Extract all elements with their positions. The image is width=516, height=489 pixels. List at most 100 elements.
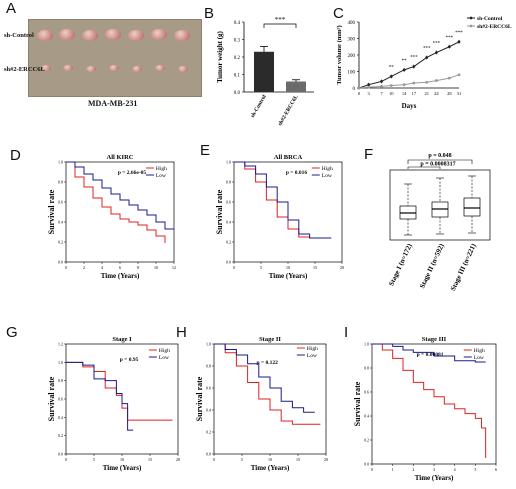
d-y-axis-label: Survival rate <box>47 189 56 234</box>
chart-g-stage1-survival: 0.0 0.2 0.4 0.6 0.8 1.0 1.2 0 5 10 15 20 Time (Years… <box>47 336 180 472</box>
i-y-tick-label: 0.8 <box>364 366 369 371</box>
photo-caption: MDA-MB-231 <box>88 99 138 108</box>
c-legend-label: sh-Control <box>477 16 503 22</box>
f-plot-frame <box>389 169 491 241</box>
g-legend-label: Low <box>159 355 169 361</box>
h-y-tick-label: 0.6 <box>206 386 211 391</box>
f-category-label: Stage I (n=172) <box>387 242 414 287</box>
g-x-tick-label: 0 <box>65 457 67 462</box>
f-p-value-1-3: p = 0.048 <box>428 153 451 159</box>
i-survival-curve <box>372 343 486 363</box>
d-y-tick-label: 0.4 <box>58 220 63 225</box>
f-box <box>463 197 481 217</box>
h-x-tick-label: 15 <box>296 457 300 462</box>
g-x-tick-label: 5 <box>93 457 95 462</box>
e-x-tick-label: 20 <box>340 265 344 270</box>
panel-label-i: I <box>344 324 349 341</box>
c-x-tick-label: 3 <box>368 91 371 96</box>
g-y-tick-label: 1.0 <box>58 360 63 365</box>
b-y-tick-label: 0.0 <box>234 91 241 96</box>
g-y-tick-label: 1.2 <box>58 342 63 347</box>
g-title: Stage I <box>112 336 132 343</box>
c-legend-label: sh#2-ERCC6L <box>477 24 512 30</box>
tumor-photo <box>28 19 202 97</box>
h-survival-curve <box>214 343 321 425</box>
d-y-tick-label: 1.0 <box>58 160 63 165</box>
b-category-label: sh-Control <box>250 94 268 119</box>
panel-label-h: H <box>176 324 187 341</box>
g-x-axis-label: Time (Years) <box>103 464 142 472</box>
b-y-tick-label: 0.4 <box>234 21 241 26</box>
e-y-tick-label: 0.4 <box>226 220 231 225</box>
chart-d-kirc-survival: 0.0 0.2 0.4 0.6 0.8 1.0 0 2 4 6 8 10 12 Time (Years) S… <box>47 154 176 280</box>
g-survival-curve <box>66 361 173 421</box>
e-x-tick-label: 15 <box>313 265 317 270</box>
d-x-tick-label: 6 <box>119 265 121 270</box>
c-sig-stars: *** <box>455 31 463 36</box>
b-category-label: sh#2-ERCC6L <box>277 94 300 127</box>
c-sig-stars: *** <box>433 42 441 47</box>
i-legend-label: High <box>474 348 485 354</box>
tumor-knockdown-3 <box>86 66 96 72</box>
c-y-axis-label: Tumor volume (mm³) <box>336 25 343 84</box>
i-y-tick-label: 1.0 <box>364 342 369 347</box>
i-x-axis-label: Time (Years) <box>415 474 454 482</box>
d-y-tick-label: 0.8 <box>58 180 63 185</box>
d-title: All KIRC <box>107 154 134 161</box>
e-x-tick-label: 5 <box>260 265 262 270</box>
b-sig-stars: *** <box>275 16 286 24</box>
chart-c-tumor-volume: 0 100 200 300 400 0 3 7 10 14 17 21 24 28 31 Days Tumor … <box>336 16 512 110</box>
tumor-control-3 <box>82 30 98 41</box>
c-sig-stars: ** <box>389 65 395 70</box>
c-series-line <box>358 74 460 89</box>
i-survival-curve <box>372 343 487 458</box>
d-x-tick-label: 10 <box>154 265 158 270</box>
e-x-tick-label: 0 <box>233 265 235 270</box>
h-legend-label: High <box>307 346 318 352</box>
g-survival-curve <box>66 361 134 431</box>
h-y-tick-label: 0.2 <box>206 430 211 435</box>
panel-label-b: B <box>204 5 215 22</box>
b-bar <box>254 51 274 92</box>
tumor-control-6 <box>151 29 167 40</box>
h-p-value: p = 0.122 <box>257 360 279 366</box>
c-y-tick-label: 100 <box>348 71 356 76</box>
e-y-tick-label: 0.2 <box>226 240 231 245</box>
h-x-tick-label: 10 <box>268 457 272 462</box>
d-x-tick-label: 4 <box>101 265 103 270</box>
c-y-tick-label: 400 <box>348 21 356 26</box>
g-y-tick-label: 0.4 <box>58 415 63 420</box>
c-data-point <box>447 76 451 80</box>
d-survival-curve <box>66 161 166 243</box>
c-x-tick-label: 10 <box>389 91 394 96</box>
tumor-knockdown-2 <box>63 65 73 71</box>
e-y-tick-label: 0.0 <box>226 260 231 265</box>
b-y-tick-label: 0.2 <box>234 56 241 61</box>
tumor-knockdown-1 <box>41 65 51 71</box>
row-label-control: sh-Control <box>4 32 34 39</box>
f-p-value-1-2: p = 0.0008317 <box>420 162 455 168</box>
e-legend-label: Low <box>322 173 332 179</box>
e-x-tick-label: 10 <box>286 265 290 270</box>
tumor-control-1 <box>37 30 53 41</box>
c-data-point <box>457 73 461 77</box>
chart-f-stage-boxplot: Stage I (n=172) Stage II (n=592) Stage III… <box>387 153 491 292</box>
g-x-tick-label: 20 <box>176 457 180 462</box>
panel-label-e: E <box>200 142 211 159</box>
d-x-tick-label: 0 <box>65 265 67 270</box>
d-survival-curve <box>66 161 174 230</box>
c-sig-stars: *** <box>410 56 418 61</box>
c-x-tick-label: 14 <box>402 91 407 96</box>
c-series-line <box>358 41 460 89</box>
g-y-axis-label: Survival rate <box>47 376 56 421</box>
i-x-tick-label: 6 <box>495 467 497 472</box>
g-y-tick-label: 0.6 <box>58 397 63 402</box>
c-x-tick-label: 31 <box>457 91 462 96</box>
c-y-tick-label: 300 <box>348 38 356 43</box>
panel-label-c: C <box>333 5 344 22</box>
c-x-tick-label: 24 <box>434 91 439 96</box>
chart-b-tumor-weight: 0.0 0.1 0.2 0.3 0.4 Tumor weight (g) sh-Contro… <box>216 16 314 127</box>
g-p-value: p = 0.95 <box>120 357 139 363</box>
c-legend-marker <box>469 16 473 20</box>
h-legend-label: Low <box>307 353 317 359</box>
